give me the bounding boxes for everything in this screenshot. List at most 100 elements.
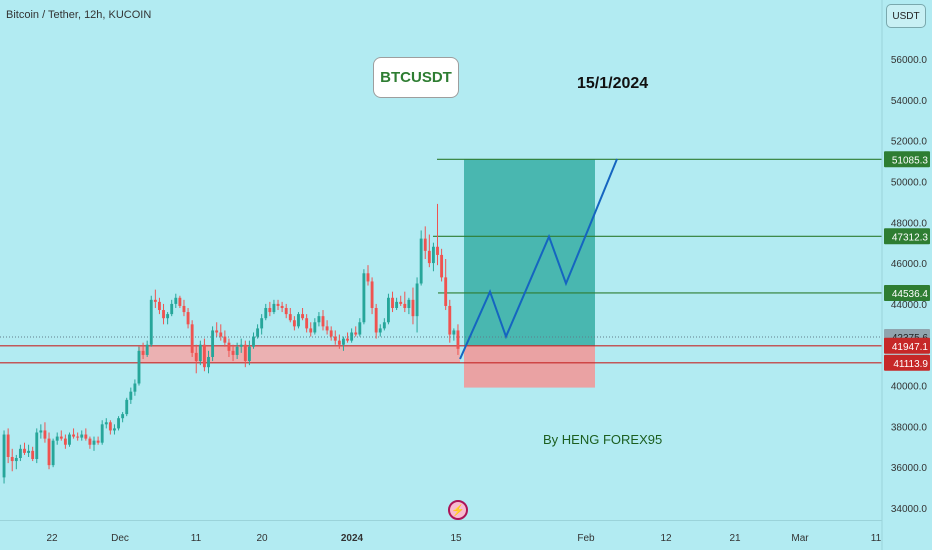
candle-body [354,332,358,335]
candle-body [448,305,452,335]
x-tick-label: 11 [191,533,202,544]
price-tag-label: 41113.9 [893,359,928,370]
candle-body [59,436,63,439]
candle-body [362,273,366,323]
candle-body [247,346,251,362]
y-tick-label: 44000.0 [891,300,928,311]
y-tick-label: 40000.0 [891,382,928,393]
time-axis-divider [0,520,882,521]
candle-body [125,399,129,415]
candle-body [431,246,435,264]
candle-body [215,330,219,333]
candle-body [6,434,10,457]
x-tick-label: 21 [729,533,741,544]
candle-body [219,332,223,337]
candle-body [80,434,84,438]
candle-body [342,338,345,345]
candle-body [43,430,47,439]
candle-body [387,297,390,323]
candle-body [427,250,431,264]
profit-zone [464,159,595,346]
candle-body [366,273,370,282]
candle-body [333,336,337,341]
candle-body [395,301,399,308]
price-tag-target-0 [884,284,930,301]
candle-body [391,297,394,308]
candle-body [31,450,35,460]
candle-body [456,330,460,349]
candle-body [370,281,374,308]
candle-body [129,391,133,400]
candle-body [10,456,14,462]
y-tick-label: 56000.0 [891,55,928,66]
candle-body [243,344,247,362]
candle-body [444,277,448,306]
candle-body [276,303,280,306]
candle-body [76,436,80,438]
candle-body [96,440,100,443]
candle-body [252,336,255,347]
candle-body [158,301,161,311]
candle-body [162,310,165,319]
candle-body [239,344,243,347]
candle-body [2,434,6,478]
candle-body [264,307,268,319]
y-tick-label: 54000.0 [891,96,928,107]
candle-body [121,414,125,419]
candle-body [190,324,194,353]
candle-body [113,428,116,431]
price-tag-zone-top [884,337,930,354]
candle-body [374,307,378,333]
candle-body [358,322,362,335]
candle-body [256,328,260,337]
candle-body [288,314,292,321]
currency-unit-button[interactable]: USDT [886,4,926,28]
candle-body [186,312,190,325]
candle-body [88,438,92,445]
y-tick-label: 50000.0 [891,177,928,188]
candle-body [27,450,31,453]
x-tick-label: Feb [577,533,595,544]
candle-body [194,352,198,362]
candle-body [92,440,96,445]
price-tag-label: 41947.1 [892,342,929,353]
candle-body [117,418,120,429]
candle-body [235,346,239,355]
candle-body [227,342,231,351]
x-tick-label: 22 [46,533,58,544]
author-annotation: By HENG FOREX95 [543,432,663,447]
candle-body [305,318,309,329]
x-tick-label: Dec [111,533,129,544]
candle-body [284,307,288,315]
candle-body [35,432,39,460]
price-axis-bg [882,0,932,550]
candle-body [23,448,26,453]
candle-body [145,344,149,355]
candle-body [309,328,313,333]
candle-body [452,330,456,335]
candle-body [174,297,178,304]
candle-body [207,356,210,368]
price-tag-zone-bottom [884,354,930,371]
y-tick-label: 38000.0 [891,422,928,433]
candle-body [14,457,18,462]
candle-body [378,328,382,333]
candle-body [231,350,235,355]
candle-body [55,436,59,441]
price-tag-target-1 [884,228,930,245]
candle-body [297,314,300,327]
candle-body [415,283,419,317]
candle-body [100,424,104,443]
candle-body [337,340,341,345]
candle-body [137,350,141,384]
lightning-bolt-icon[interactable]: ⚡ [448,500,468,520]
candle-body [350,332,354,341]
candle-body [178,297,182,306]
candle-body [313,322,317,333]
chart-title: Bitcoin / Tether, 12h, KUCOIN [6,9,152,21]
candle-body [166,314,170,319]
candle-body [170,303,174,315]
candle-body [202,344,206,368]
